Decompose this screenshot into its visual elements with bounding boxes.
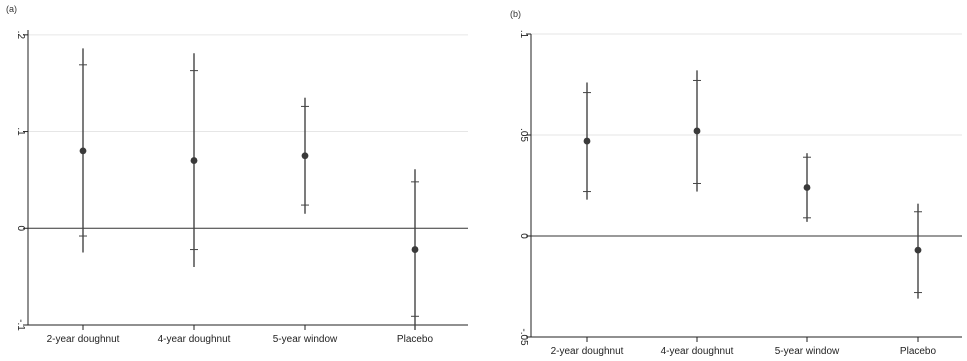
y-tick-label: 0 [518,233,529,239]
x-tick-label: 4-year doughnut [158,334,231,345]
x-tick-label: 5-year window [273,334,338,345]
point-estimate [79,147,87,155]
point-estimate [914,246,922,254]
x-tick-label: Placebo [397,334,434,345]
x-tick-label: 2-year doughnut [551,346,624,357]
point-estimate [693,127,701,135]
y-tick-label: 0 [15,225,26,231]
panel-a-label: (a) [6,4,17,14]
y-tick-label: -.05 [518,328,529,346]
y-tick-label: .1 [518,30,529,39]
x-tick-label: 5-year window [775,346,840,357]
point-estimate [190,157,198,164]
x-tick-label: Placebo [900,346,937,357]
point-estimate [411,246,419,253]
y-tick-label: .1 [15,127,26,136]
y-tick-label: -.1 [15,319,26,331]
panel-b: (b) .1 .05 0 -.05 2-year doughnut 4-year doug… [510,9,962,357]
point-estimate [301,152,309,160]
panel-a: (a) .2 .1 0 -.1 2-year doughnut 4-year doughn… [6,4,468,345]
panel-b-label: (b) [510,9,521,19]
x-tick-label: 4-year doughnut [661,346,734,357]
y-tick-label: .05 [518,128,529,142]
x-tick-label: 2-year doughnut [47,334,120,345]
point-estimate [583,137,591,145]
point-estimate [803,184,811,191]
y-tick-label: .2 [15,31,26,40]
